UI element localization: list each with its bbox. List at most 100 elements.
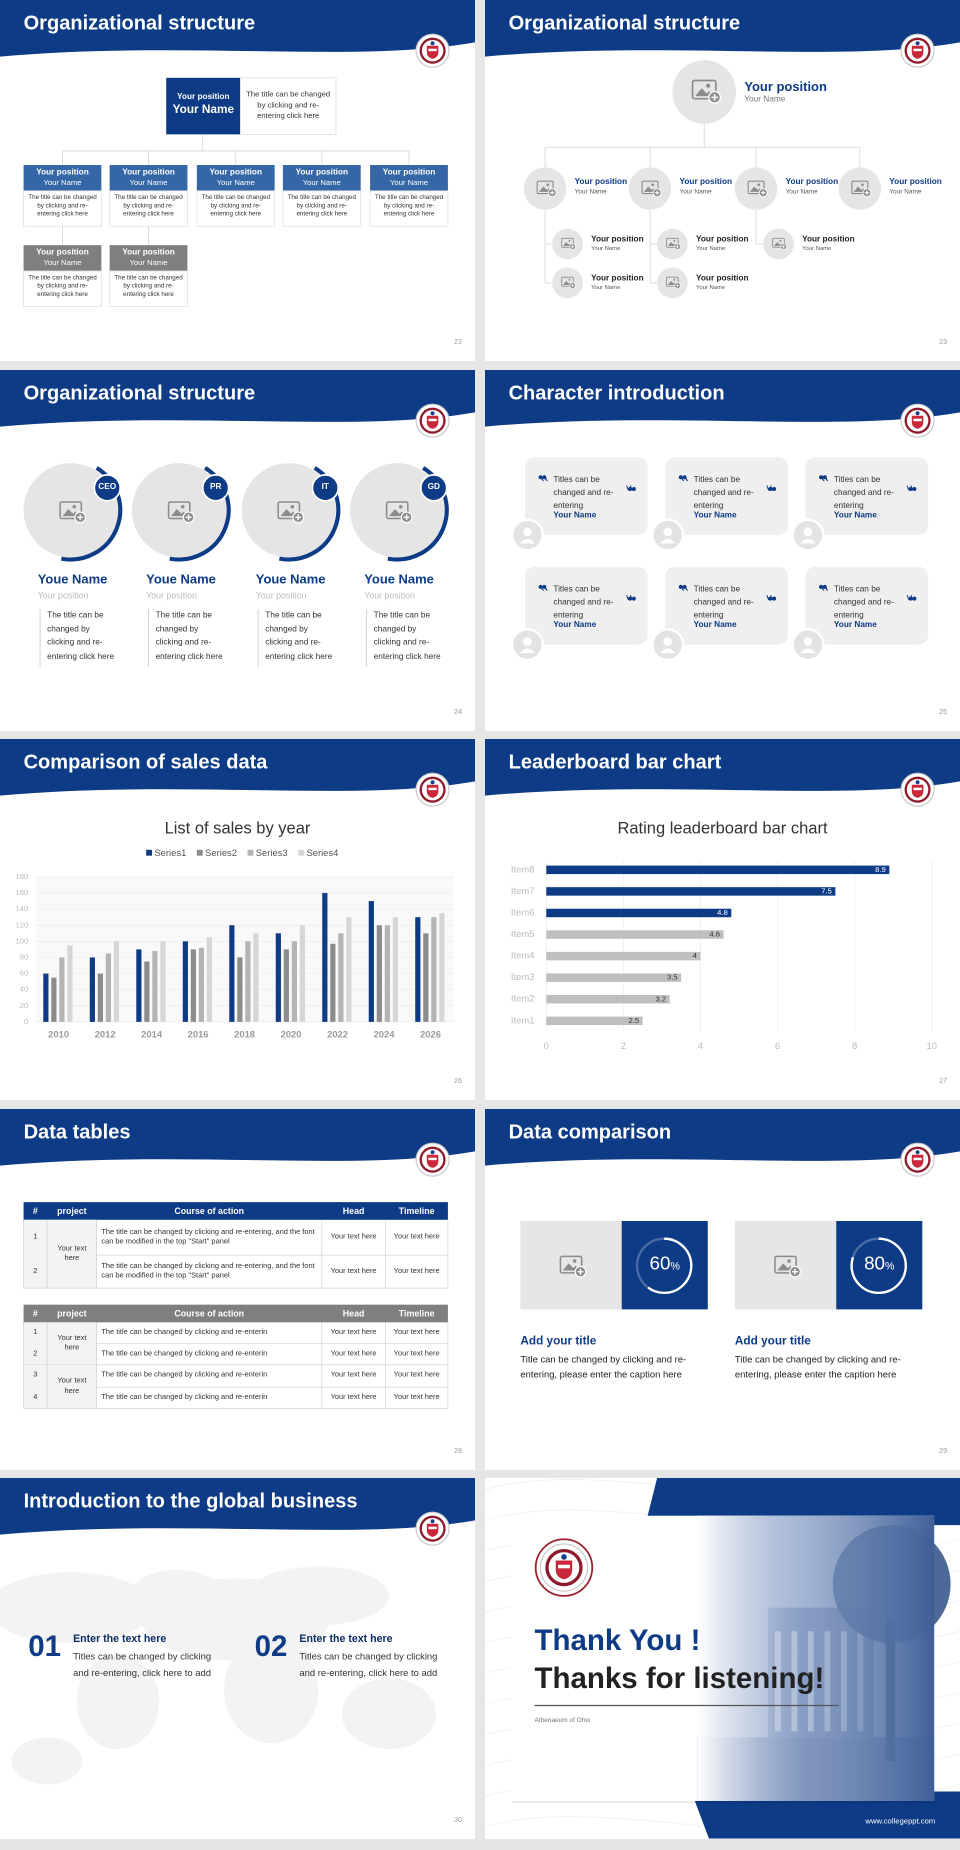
y-tick-label: 100 — [16, 937, 29, 946]
avatar — [523, 527, 532, 536]
slide: Organizational structure 22 Your position Y… — [0, 0, 475, 361]
image-icon — [562, 242, 573, 247]
member-header — [282, 165, 361, 191]
head-name: Your Name — [172, 103, 235, 117]
slide: Organizational structure 23 Your position Y… — [485, 0, 960, 361]
person-position: Your position — [37, 590, 89, 601]
y-tick-label: 40 — [20, 985, 29, 994]
member-header — [23, 165, 102, 191]
card-name: Your Name — [553, 511, 597, 520]
sub-name: Your Name — [695, 284, 726, 292]
bar — [43, 973, 49, 1023]
member-name: Your Name — [129, 259, 168, 268]
bar — [67, 945, 73, 1023]
x-tick-label: 6 — [775, 1040, 780, 1051]
header-band — [0, 0, 475, 57]
member-position: Your position — [382, 168, 436, 177]
slide-title: Character introduction — [508, 381, 725, 404]
slide-content: Series1 Series2 Series3 Series4 0 20 40 60 80 100… — [0, 739, 475, 1100]
card-name: Your Name — [833, 620, 877, 629]
slide-graphics — [485, 369, 960, 661]
header-band — [0, 369, 475, 427]
bar — [237, 957, 243, 1023]
quote-mark — [770, 594, 777, 601]
percent-value: 80% — [836, 1254, 922, 1275]
image-icon — [280, 508, 298, 516]
x-tick-label: 2026 — [420, 1029, 441, 1040]
project-cell: Your text here — [57, 1333, 87, 1352]
header-band — [0, 1478, 475, 1535]
image-icon — [747, 180, 765, 195]
logo — [428, 418, 437, 421]
card-text: Titles can be changed and re-entering — [553, 475, 614, 511]
image-icon — [711, 94, 718, 101]
member-name: Your Name — [129, 179, 168, 188]
logo — [913, 1157, 922, 1160]
logo — [915, 1150, 920, 1155]
ring-progress — [635, 1237, 693, 1294]
image-icon — [571, 245, 575, 249]
quote-mark — [819, 474, 825, 481]
table-header: Timeline — [398, 1307, 435, 1319]
badge-label: PR — [209, 482, 222, 491]
slide-title: Data tables — [23, 1120, 131, 1143]
head-cell: Your text here — [330, 1232, 377, 1241]
map-shape — [247, 1566, 389, 1626]
image-icon — [62, 508, 79, 516]
page-number: 24 — [454, 709, 463, 717]
row-number: 2 — [33, 1266, 38, 1275]
slide-content: Thank You ! Thanks for listening! Athenaeu… — [485, 1478, 960, 1840]
timeline-cell: Your text here — [393, 1348, 440, 1358]
logo — [426, 1154, 439, 1168]
quote-mark — [629, 484, 636, 491]
table-header: Course of action — [174, 1205, 245, 1217]
x-tick-label: 10 — [926, 1040, 936, 1051]
bar — [346, 917, 352, 1023]
avatar — [663, 636, 672, 646]
image-icon — [561, 237, 574, 248]
quote-mark — [819, 584, 825, 591]
slide-title: Leaderboard bar chart — [508, 750, 722, 774]
value-panel — [621, 1220, 708, 1310]
course-of-action: The title can be changed by clicking and… — [101, 1370, 268, 1380]
project-cell: Your text here — [57, 1376, 87, 1395]
value-label: 3.5 — [667, 973, 678, 982]
bar — [136, 949, 142, 1023]
head-cell: Your text here — [330, 1266, 377, 1275]
bar — [431, 917, 437, 1023]
bar — [97, 973, 103, 1023]
item-title: Enter the text here — [73, 1632, 167, 1645]
badge — [201, 473, 230, 502]
y-tick-label: Item8 — [511, 864, 535, 875]
slide-content: Data comparison 29 60% Add your title Title … — [485, 1108, 960, 1470]
quote-mark — [538, 474, 544, 481]
image-icon — [782, 245, 786, 249]
logo — [561, 1554, 567, 1561]
bar — [330, 943, 336, 1023]
slide-graphics — [485, 1108, 960, 1310]
head-cell: Your text here — [330, 1348, 377, 1358]
member-header — [109, 165, 188, 191]
logo — [430, 1519, 435, 1524]
slide-graphics — [485, 1478, 960, 1840]
member-text: The title can be changed by clicking and… — [28, 194, 97, 219]
image-icon — [760, 190, 766, 195]
image-icon — [666, 237, 679, 248]
badge — [93, 473, 122, 502]
image-icon — [643, 186, 657, 192]
header-band — [0, 1108, 475, 1166]
logo — [428, 48, 437, 52]
image-icon — [654, 190, 660, 195]
bar — [89, 957, 95, 1023]
member-text-box — [23, 270, 102, 307]
slide-content: Organizational structure 23 Your position Y… — [485, 0, 960, 361]
person-position: Your position — [146, 590, 197, 601]
header-band — [485, 369, 960, 427]
person-name: Youe Name — [146, 572, 216, 587]
bar — [283, 949, 289, 1023]
card-text: Titles can be changed and re-entering — [553, 585, 614, 620]
bar — [144, 961, 150, 1023]
logo — [913, 787, 922, 791]
percent-unit: % — [885, 1259, 895, 1272]
member-text-box — [369, 190, 449, 227]
